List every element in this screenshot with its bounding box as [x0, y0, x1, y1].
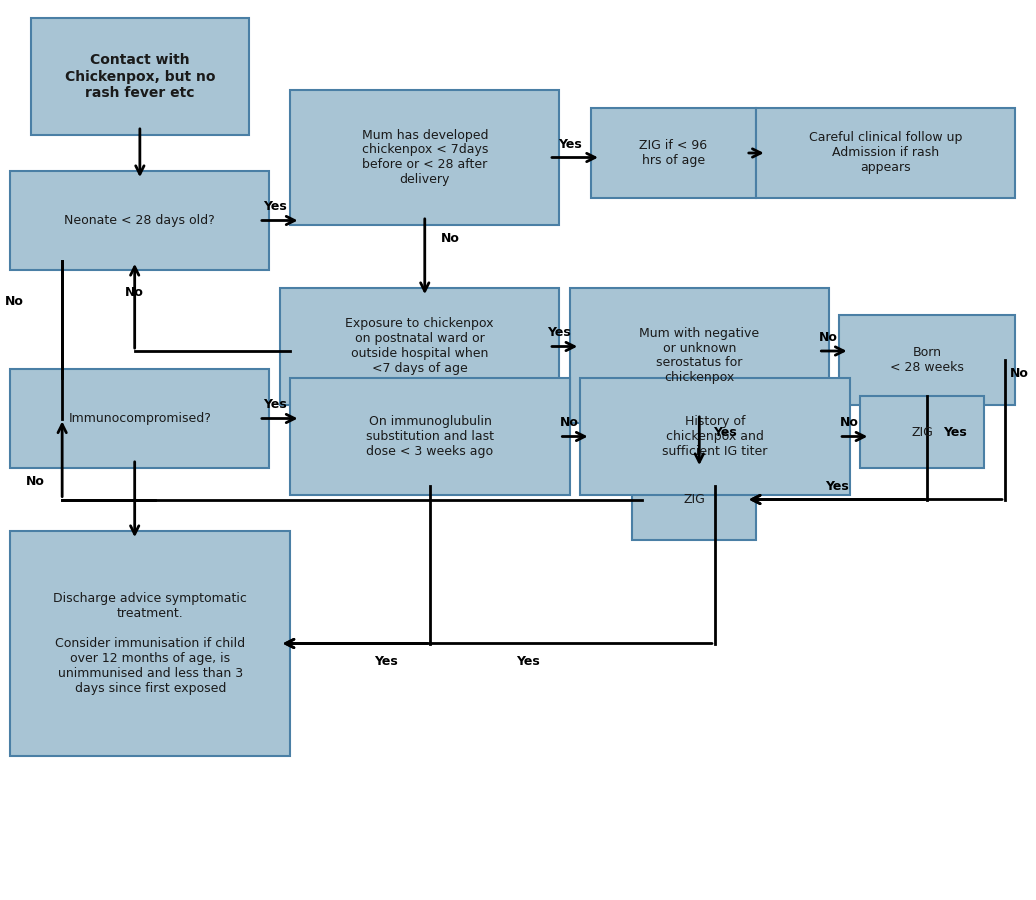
Text: Exposure to chickenpox
on postnatal ward or
outside hospital when
<7 days of age: Exposure to chickenpox on postnatal ward… — [345, 318, 494, 375]
Text: No: No — [560, 417, 579, 429]
Text: Yes: Yes — [374, 655, 398, 668]
FancyBboxPatch shape — [290, 90, 559, 225]
Text: Yes: Yes — [548, 327, 571, 339]
FancyBboxPatch shape — [31, 18, 249, 135]
FancyBboxPatch shape — [290, 378, 570, 495]
FancyBboxPatch shape — [280, 288, 559, 405]
FancyBboxPatch shape — [10, 369, 269, 468]
Text: Yes: Yes — [263, 399, 286, 411]
Text: No: No — [26, 475, 45, 488]
Text: Yes: Yes — [517, 655, 540, 668]
Text: History of
chickenpox and
sufficient IG titer: History of chickenpox and sufficient IG … — [662, 415, 768, 458]
FancyBboxPatch shape — [10, 171, 269, 270]
Text: Yes: Yes — [558, 138, 581, 150]
Text: On immunoglubulin
substitution and last
dose < 3 weeks ago: On immunoglubulin substitution and last … — [366, 415, 494, 458]
FancyBboxPatch shape — [756, 108, 1015, 198]
Text: Mum with negative
or unknown
serostatus for
chickenpox: Mum with negative or unknown serostatus … — [639, 327, 759, 384]
FancyBboxPatch shape — [632, 459, 756, 540]
Text: Yes: Yes — [714, 426, 737, 438]
Text: No: No — [840, 417, 859, 429]
Text: No: No — [441, 232, 460, 245]
Text: Born
< 28 weeks: Born < 28 weeks — [890, 346, 965, 374]
Text: Yes: Yes — [263, 201, 286, 213]
FancyBboxPatch shape — [570, 288, 829, 423]
Text: Discharge advice symptomatic
treatment.

Consider immunisation if child
over 12 : Discharge advice symptomatic treatment. … — [53, 592, 248, 695]
Text: ZIG: ZIG — [911, 426, 933, 438]
Text: No: No — [5, 295, 24, 308]
FancyBboxPatch shape — [860, 396, 984, 468]
Text: Careful clinical follow up
Admission if rash
appears: Careful clinical follow up Admission if … — [809, 131, 962, 175]
Text: No: No — [125, 286, 144, 299]
Text: Contact with
Chickenpox, but no
rash fever etc: Contact with Chickenpox, but no rash fev… — [64, 53, 215, 100]
Text: Yes: Yes — [825, 480, 848, 492]
FancyBboxPatch shape — [839, 315, 1015, 405]
Text: No: No — [1010, 367, 1029, 380]
Text: Yes: Yes — [943, 426, 967, 438]
Text: ZIG if < 96
hrs of age: ZIG if < 96 hrs of age — [639, 139, 708, 167]
Text: Immunocompromised?: Immunocompromised? — [68, 412, 211, 425]
FancyBboxPatch shape — [10, 531, 290, 756]
Text: ZIG: ZIG — [683, 493, 706, 506]
FancyBboxPatch shape — [591, 108, 756, 198]
Text: No: No — [819, 331, 838, 344]
Text: Neonate < 28 days old?: Neonate < 28 days old? — [64, 214, 215, 227]
FancyBboxPatch shape — [580, 378, 850, 495]
Text: Mum has developed
chickenpox < 7days
before or < 28 after
delivery: Mum has developed chickenpox < 7days bef… — [362, 129, 488, 186]
